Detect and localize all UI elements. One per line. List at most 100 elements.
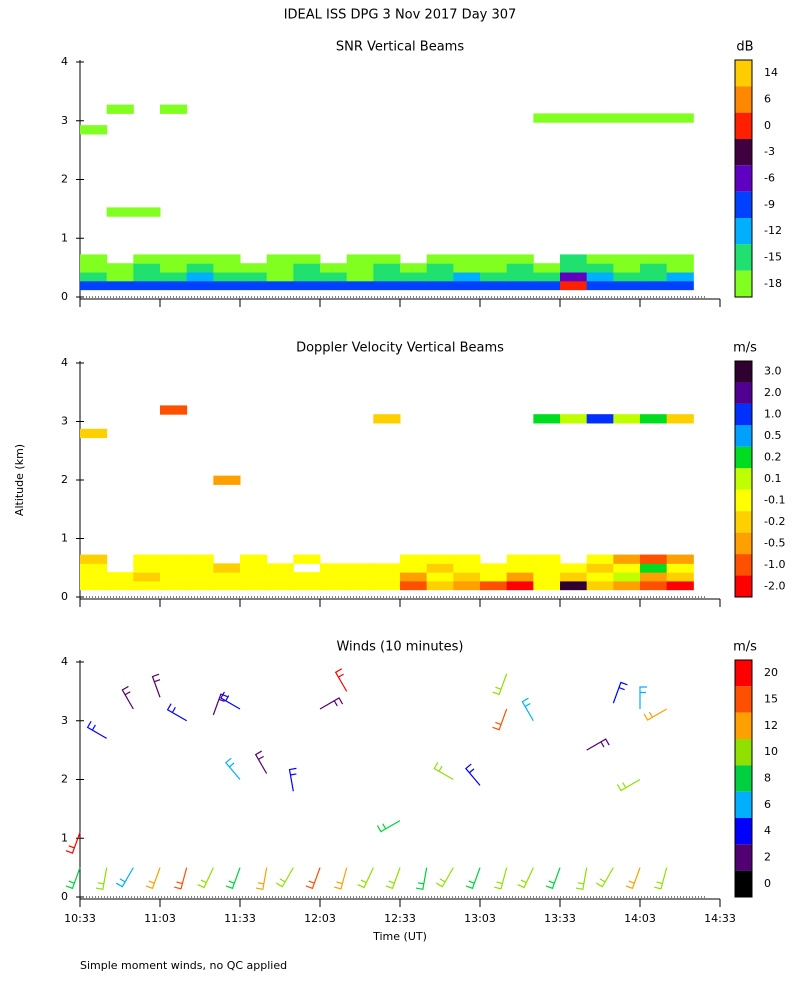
x-tick-label: 14:03 xyxy=(624,912,656,925)
wind-barb xyxy=(517,867,534,889)
colorbar-label: 2.0 xyxy=(764,386,782,399)
colorbar-frame xyxy=(734,59,753,298)
cell xyxy=(320,563,348,573)
colorbar-label: 0 xyxy=(764,119,771,132)
wind-barb xyxy=(86,721,107,739)
cell xyxy=(133,254,161,264)
y-tick-label: 2 xyxy=(61,473,68,486)
cell xyxy=(80,572,108,582)
cell xyxy=(400,572,428,582)
colorbar-swatch xyxy=(735,425,752,447)
wind-barb xyxy=(319,697,344,710)
cell xyxy=(506,563,534,573)
colorbar-swatch xyxy=(735,218,752,245)
panel-title: Winds (10 minutes) xyxy=(336,640,463,655)
cell xyxy=(213,475,241,485)
cell xyxy=(586,280,614,291)
colorbar-label: 14 xyxy=(764,66,778,79)
cell xyxy=(373,572,401,582)
cell xyxy=(213,263,241,273)
cell xyxy=(293,554,321,564)
y-tick-label: 1 xyxy=(61,831,68,844)
cell xyxy=(133,280,161,291)
cell xyxy=(133,207,161,217)
cell xyxy=(133,272,161,282)
cell xyxy=(506,554,534,564)
x-tick-label: 13:33 xyxy=(544,912,576,925)
cell xyxy=(80,272,108,282)
cell xyxy=(506,263,534,273)
cell xyxy=(266,580,294,591)
colorbar-frame xyxy=(734,659,753,898)
y-tick-label: 3 xyxy=(61,714,68,727)
cell xyxy=(240,572,268,582)
colorbar-units: m/s xyxy=(733,341,757,356)
cell xyxy=(506,254,534,264)
cell xyxy=(106,263,134,273)
wind-barb xyxy=(254,750,268,774)
colorbar-label: 6 xyxy=(764,93,771,106)
cell xyxy=(186,254,214,264)
cell xyxy=(293,263,321,273)
cell xyxy=(453,554,481,564)
cell xyxy=(80,428,108,439)
cell xyxy=(480,580,508,591)
cell xyxy=(240,563,268,573)
cell xyxy=(266,572,294,582)
cell xyxy=(266,254,294,264)
wind-barb xyxy=(521,697,534,722)
cell xyxy=(586,263,614,273)
cell xyxy=(480,572,508,582)
colorbar-label: 8 xyxy=(764,772,771,785)
wind-barb xyxy=(288,767,297,792)
cell xyxy=(80,254,108,264)
colorbar-label: -0.1 xyxy=(764,493,785,506)
cell xyxy=(400,263,428,273)
cell xyxy=(453,254,481,264)
wind-barb xyxy=(115,867,134,888)
colorbar-label: -0.5 xyxy=(764,536,785,549)
cell xyxy=(240,280,268,291)
cell xyxy=(160,280,188,291)
colorbar-label: 6 xyxy=(764,798,771,811)
cell xyxy=(240,272,268,282)
colorbar-label: 20 xyxy=(764,666,778,679)
cell xyxy=(186,263,214,273)
cell xyxy=(80,280,108,291)
wind-barb xyxy=(334,867,348,890)
cell xyxy=(426,263,454,273)
cell xyxy=(240,554,268,564)
colorbar-label: -12 xyxy=(764,224,782,237)
cell xyxy=(586,580,614,591)
cell xyxy=(160,405,188,415)
wind-barb xyxy=(65,832,81,854)
colorbar-label: -15 xyxy=(764,251,782,264)
cell xyxy=(560,280,588,291)
cell xyxy=(640,280,668,291)
y-tick-label: 3 xyxy=(61,114,68,127)
colorbar-label: 0.1 xyxy=(764,472,782,485)
cell xyxy=(560,272,588,282)
cell xyxy=(586,414,614,424)
wind-barb xyxy=(415,867,428,890)
colorbar-swatch xyxy=(735,270,752,297)
y-tick-label: 2 xyxy=(61,773,68,786)
cell xyxy=(240,580,268,591)
cell xyxy=(293,254,321,264)
cell xyxy=(640,254,668,264)
cell xyxy=(560,580,588,591)
wind-barb xyxy=(255,867,268,890)
cell xyxy=(400,580,428,591)
colorbar-label: 3.0 xyxy=(764,365,782,378)
cell xyxy=(266,280,294,291)
colorbar-swatch xyxy=(735,511,752,533)
cell xyxy=(160,563,188,573)
cell xyxy=(346,263,374,273)
cell xyxy=(106,104,134,114)
wind-barb xyxy=(305,867,321,890)
cell xyxy=(613,113,641,123)
wind-barb xyxy=(357,867,374,889)
y-tick-label: 2 xyxy=(61,173,68,186)
wind-barb xyxy=(65,867,81,890)
cell xyxy=(373,263,401,273)
